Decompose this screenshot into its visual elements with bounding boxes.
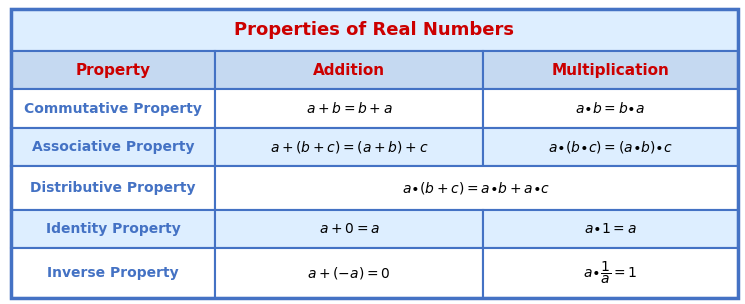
Text: Commutative Property: Commutative Property — [24, 102, 202, 116]
Text: Multiplication: Multiplication — [551, 63, 670, 78]
Bar — [11, 128, 215, 166]
Bar — [484, 51, 738, 89]
Text: $a{\bullet}(b+c)=a{\bullet}b+a{\bullet}c$: $a{\bullet}(b+c)=a{\bullet}b+a{\bullet}c… — [402, 180, 551, 196]
Text: $a{\bullet}\dfrac{1}{a}=1$: $a{\bullet}\dfrac{1}{a}=1$ — [583, 260, 638, 286]
Bar — [215, 166, 738, 210]
Bar — [11, 166, 215, 210]
Bar — [484, 210, 738, 248]
Bar — [215, 89, 484, 128]
Bar — [484, 248, 738, 298]
Bar — [11, 9, 738, 51]
Text: Inverse Property: Inverse Property — [47, 266, 179, 280]
Bar — [215, 51, 484, 89]
Text: $a{\bullet}1=a$: $a{\bullet}1=a$ — [584, 222, 637, 236]
Bar — [11, 210, 215, 248]
Text: Associative Property: Associative Property — [32, 140, 194, 154]
Text: Properties of Real Numbers: Properties of Real Numbers — [235, 21, 515, 39]
Bar — [11, 89, 215, 128]
Bar — [215, 210, 484, 248]
Text: $a+b=b+a$: $a+b=b+a$ — [305, 101, 393, 116]
Bar — [11, 51, 215, 89]
Bar — [484, 128, 738, 166]
Text: $a+(b+c)=(a+b)+c$: $a+(b+c)=(a+b)+c$ — [270, 139, 428, 155]
Text: $a{\bullet}(b{\bullet}c)=(a{\bullet}b){\bullet}c$: $a{\bullet}(b{\bullet}c)=(a{\bullet}b){\… — [548, 139, 673, 155]
Bar — [215, 248, 484, 298]
Text: Addition: Addition — [313, 63, 385, 78]
Bar — [11, 248, 215, 298]
Text: Property: Property — [75, 63, 150, 78]
Text: $a{\bullet}b=b{\bullet}a$: $a{\bullet}b=b{\bullet}a$ — [575, 101, 646, 116]
Text: $a+0=a$: $a+0=a$ — [319, 222, 379, 236]
Text: Identity Property: Identity Property — [45, 222, 180, 236]
Text: Distributive Property: Distributive Property — [31, 181, 196, 195]
Bar — [484, 89, 738, 128]
Text: $a+(-a)=0$: $a+(-a)=0$ — [308, 265, 390, 281]
Bar — [215, 128, 484, 166]
